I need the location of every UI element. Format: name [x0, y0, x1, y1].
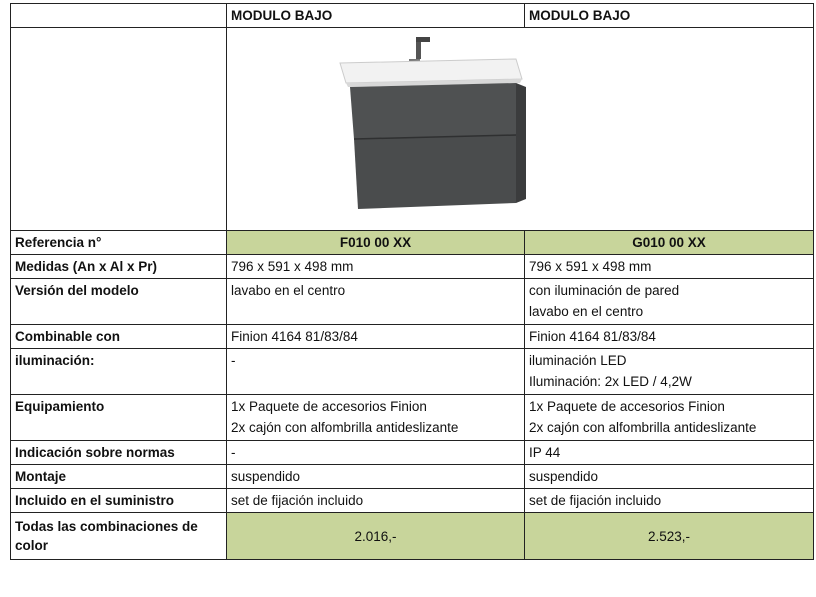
- cell-text: 2x cajón con alfombrilla antideslizante: [529, 420, 757, 435]
- spec-cell: -: [226, 440, 525, 465]
- cell-text: Iluminación: 2x LED / 4,2W: [529, 374, 692, 389]
- row-label: Indicación sobre normas: [10, 440, 227, 465]
- cell-text: -: [231, 445, 236, 460]
- cell-text: suspendido: [529, 469, 599, 484]
- cell-text: F010 00 XX: [339, 235, 412, 250]
- cell-text: 2x cajón con alfombrilla antideslizante: [231, 420, 459, 435]
- cell-text: IP 44: [529, 445, 561, 460]
- header-row: MODULO BAJO MODULO BAJO: [10, 3, 814, 28]
- row-label: Medidas (An x Al x Pr): [10, 254, 227, 279]
- cell-text: G010 00 XX: [632, 235, 706, 250]
- row-label: Equipamiento: [10, 394, 227, 441]
- cell-text: lavabo en el centro: [529, 304, 644, 319]
- spec-row: Combinable con Finion 4164 81/83/84 Finion…: [10, 324, 814, 349]
- cell-text: 796 x 591 x 498 mm: [529, 259, 652, 274]
- product-image-cell: [226, 27, 814, 231]
- row-label: Referencia n°: [10, 230, 227, 255]
- spec-cell: iluminación LED Iluminación: 2x LED / 4,2…: [524, 348, 814, 395]
- spec-cell: lavabo en el centro: [226, 278, 525, 325]
- spec-cell: 1x Paquete de accesorios Finion 2x cajón …: [524, 394, 814, 441]
- cell-text: 796 x 591 x 498 mm: [231, 259, 354, 274]
- spec-row: Indicación sobre normas - IP 44: [10, 440, 814, 465]
- cell-text: suspendido: [231, 469, 301, 484]
- cell-text: con iluminación de pared: [529, 283, 680, 298]
- cell-text: lavabo en el centro: [231, 283, 346, 298]
- spec-row: Montaje suspendido suspendido: [10, 464, 814, 489]
- spec-cell: IP 44: [524, 440, 814, 465]
- row-label: Montaje: [10, 464, 227, 489]
- spec-table: MODULO BAJO MODULO BAJO Referencia n° F010…: [10, 3, 814, 560]
- empty-cell: [10, 3, 227, 28]
- cell-text: 2.523,-: [647, 528, 691, 544]
- row-label: Todas las combinaciones de color: [10, 512, 227, 560]
- product-image: [339, 37, 526, 209]
- spec-cell: suspendido: [524, 464, 814, 489]
- spec-cell: 796 x 591 x 498 mm: [524, 254, 814, 279]
- row-label: iluminación:: [10, 348, 227, 395]
- empty-cell: [10, 27, 227, 231]
- spec-row: Todas las combinaciones de color 2.016,- 2…: [10, 512, 814, 560]
- cell-text: Finion 4164 81/83/84: [529, 329, 656, 344]
- cell-text: set de fijación incluido: [231, 493, 364, 508]
- spec-cell: 1x Paquete de accesorios Finion 2x cajón …: [226, 394, 525, 441]
- cell-text: 2.016,-: [354, 528, 397, 544]
- spec-cell: set de fijación incluido: [226, 488, 525, 513]
- cell-text: set de fijación incluido: [529, 493, 662, 508]
- column-header: MODULO BAJO: [524, 3, 814, 28]
- spec-row: Medidas (An x Al x Pr) 796 x 591 x 498 mm…: [10, 254, 814, 279]
- spec-row: Referencia n° F010 00 XX G010 00 XX: [10, 230, 814, 255]
- spec-row: iluminación: - iluminación LED Iluminación:…: [10, 348, 814, 395]
- spec-table-wrap: MODULO BAJO MODULO BAJO Referencia n° F010…: [10, 3, 814, 560]
- spec-cell: F010 00 XX: [226, 230, 525, 255]
- spec-cell: set de fijación incluido: [524, 488, 814, 513]
- column-header: MODULO BAJO: [226, 3, 525, 28]
- row-label: Versión del modelo: [10, 278, 227, 325]
- spec-row: Equipamiento 1x Paquete de accesorios Fin…: [10, 394, 814, 441]
- spec-cell: con iluminación de pared lavabo en el cen…: [524, 278, 814, 325]
- spec-row: Versión del modelo lavabo en el centro con…: [10, 278, 814, 325]
- spec-cell: 2.523,-: [524, 512, 814, 560]
- cell-text: iluminación LED: [529, 353, 627, 368]
- spec-cell: Finion 4164 81/83/84: [524, 324, 814, 349]
- cell-text: 1x Paquete de accesorios Finion: [231, 399, 427, 414]
- cell-text: -: [231, 353, 236, 368]
- row-label: Combinable con: [10, 324, 227, 349]
- cell-text: 1x Paquete de accesorios Finion: [529, 399, 725, 414]
- cell-text: Finion 4164 81/83/84: [231, 329, 358, 344]
- spec-cell: -: [226, 348, 525, 395]
- spec-cell: G010 00 XX: [524, 230, 814, 255]
- spec-row: Incluido en el suministro set de fijación…: [10, 488, 814, 513]
- spec-cell: suspendido: [226, 464, 525, 489]
- row-label: Incluido en el suministro: [10, 488, 227, 513]
- spec-cell: 796 x 591 x 498 mm: [226, 254, 525, 279]
- spec-cell: 2.016,-: [226, 512, 525, 560]
- spec-cell: Finion 4164 81/83/84: [226, 324, 525, 349]
- image-row: [10, 27, 814, 231]
